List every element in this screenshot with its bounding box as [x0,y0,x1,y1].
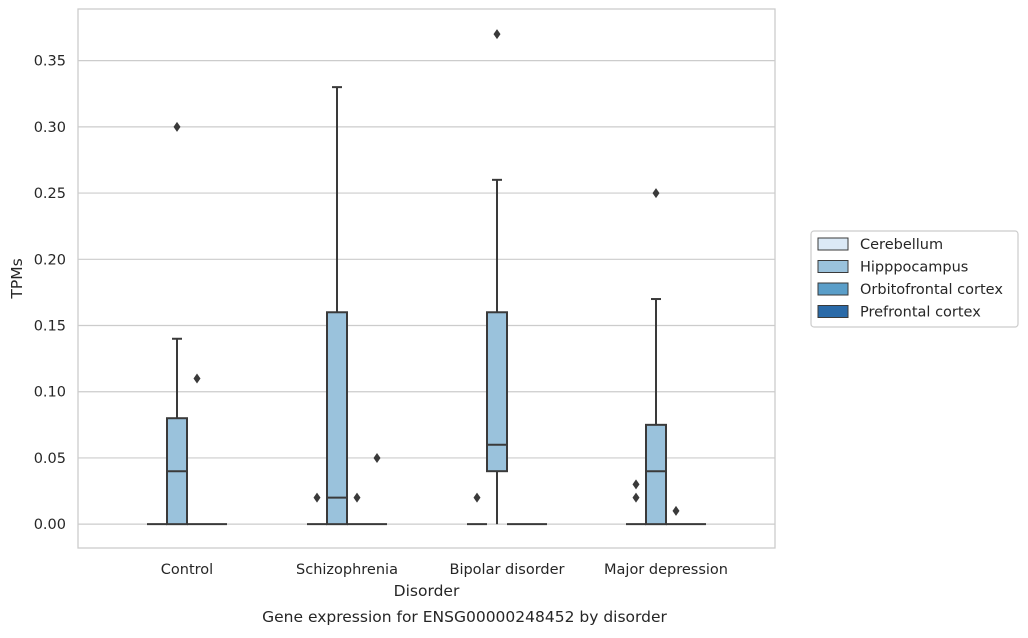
outlier-point [632,492,640,503]
x-tick-label: Bipolar disorder [450,562,565,578]
box-hipppocampus [486,29,508,525]
y-tick-label: 0.05 [34,451,66,467]
outlier-point [672,505,680,516]
box-cerebellum [307,492,327,526]
outlier-point [652,188,660,199]
box-hipppocampus [166,121,188,526]
legend-swatch [817,305,849,318]
box-body [486,311,508,473]
legend-label: Prefrontal cortex [860,305,981,321]
y-tick-label: 0.20 [34,252,66,268]
legend-item: Cerebellum [817,237,943,253]
legend-swatch [817,237,849,251]
legend-item: Orbitofrontal cortex [817,282,1003,298]
y-tick-label: 0.30 [34,120,66,136]
outlier-point [313,492,321,503]
outlier-point [353,492,361,503]
legend-item: Hipppocampus [817,260,968,276]
box-cerebellum [467,492,487,526]
x-tick-label: Schizophrenia [296,562,398,578]
outlier-point [193,373,201,384]
y-tick-label: 0.00 [34,517,66,533]
box-body [326,311,348,526]
y-axis-ticks: 0.00 0.05 0.10 0.15 0.20 0.25 0.30 0.35 [34,54,66,534]
legend-item: Prefrontal cortex [817,305,981,321]
outlier-point [473,492,481,503]
box-prefrontal-cortex [367,452,387,526]
box-cerebellum [626,479,646,526]
legend-frame [810,230,1019,328]
x-axis-ticks: Control Schizophrenia Bipolar disorder Majo… [161,562,728,578]
outlier-point [493,29,501,40]
legend-swatch [817,260,849,273]
legend-label: Cerebellum [860,237,943,253]
y-tick-label: 0.10 [34,385,66,401]
legend: Cerebellum Hipppocampus Orbitofrontal cort… [810,230,1019,328]
x-tick-label: Control [161,562,213,578]
legend-label: Orbitofrontal cortex [860,282,1003,298]
grid-lines [78,60,775,525]
y-tick-label: 0.15 [34,319,66,335]
box-body [645,423,667,526]
y-tick-label: 0.35 [34,54,66,70]
box-hipppocampus [326,86,348,526]
box-orbitofrontal-cortex [666,505,686,526]
x-tick-label: Major depression [604,562,728,578]
outlier-point [373,452,381,463]
legend-swatch [817,282,849,296]
y-tick-label: 0.25 [34,186,66,202]
x-axis-label: Disorder [394,582,460,600]
plot-frame [77,8,776,549]
box-orbitofrontal-cortex [187,373,207,526]
box-hipppocampus [645,188,667,526]
box-orbitofrontal-cortex [347,492,367,526]
chart-caption: Gene expression for ENSG00000248452 by d… [262,608,667,626]
y-axis-label: TPMs [8,258,26,299]
plot-area [147,29,706,526]
outlier-point [173,121,181,132]
legend-label: Hipppocampus [860,260,968,276]
outlier-point [632,479,640,490]
